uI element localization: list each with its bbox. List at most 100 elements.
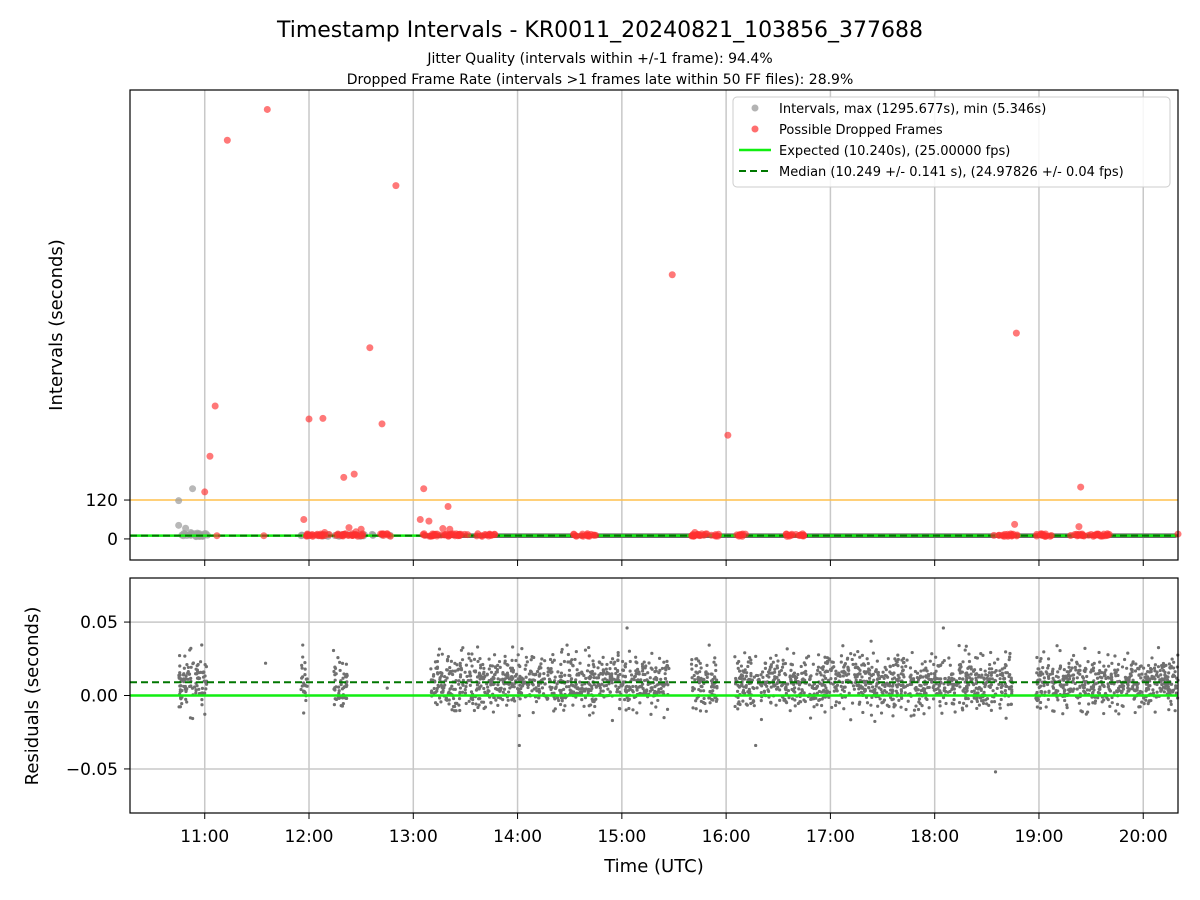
residual-point bbox=[1120, 689, 1124, 693]
residual-point bbox=[470, 664, 474, 668]
residual-point bbox=[998, 669, 1002, 673]
residual-point bbox=[839, 654, 844, 658]
residual-point bbox=[715, 684, 719, 689]
residual-point bbox=[1067, 670, 1071, 674]
residual-point bbox=[917, 700, 921, 704]
dropped-frame-point bbox=[799, 531, 807, 539]
residual-point bbox=[1146, 663, 1151, 668]
residual-point bbox=[194, 691, 198, 695]
residual-point bbox=[177, 705, 181, 709]
legend-box bbox=[732, 96, 1171, 188]
residual-point bbox=[1174, 684, 1178, 688]
residual-point bbox=[344, 662, 349, 666]
residual-point bbox=[938, 700, 942, 704]
residual-point bbox=[450, 708, 454, 712]
residual-point bbox=[862, 689, 867, 693]
residual-point bbox=[463, 691, 468, 695]
dropped-frame-point bbox=[439, 525, 447, 533]
residual-point bbox=[1096, 672, 1100, 676]
residual-point bbox=[494, 698, 498, 702]
residual-point bbox=[591, 711, 595, 715]
residual-point bbox=[337, 685, 341, 689]
residual-point bbox=[878, 697, 882, 701]
residual-point bbox=[517, 713, 521, 718]
residual-point bbox=[852, 653, 857, 657]
x-tick-label: 14:00 bbox=[493, 827, 542, 847]
residual-point bbox=[200, 686, 205, 690]
residual-point bbox=[512, 685, 516, 689]
residual-point bbox=[995, 674, 999, 678]
residual-point bbox=[566, 660, 570, 664]
residual-point bbox=[556, 670, 560, 674]
residual-point bbox=[1035, 698, 1039, 703]
dropped-frame-point bbox=[1075, 523, 1083, 531]
residual-point bbox=[1130, 670, 1134, 674]
residual-point bbox=[621, 682, 625, 687]
residual-point bbox=[527, 683, 531, 687]
residual-point bbox=[610, 718, 615, 723]
residual-point bbox=[995, 686, 999, 690]
residual-point bbox=[889, 671, 893, 676]
residual-point bbox=[855, 674, 859, 679]
residual-point bbox=[562, 659, 567, 664]
residual-point bbox=[1038, 700, 1043, 705]
residual-point bbox=[185, 663, 189, 667]
residual-point bbox=[616, 651, 620, 655]
residual-point bbox=[1086, 710, 1090, 714]
residual-point bbox=[628, 685, 632, 690]
dropped-frame-point bbox=[1087, 530, 1095, 538]
residual-point bbox=[300, 684, 304, 688]
residual-point bbox=[873, 669, 878, 674]
residual-point bbox=[1170, 657, 1174, 661]
residual-point bbox=[957, 663, 962, 667]
residual-point bbox=[929, 672, 933, 676]
residual-point bbox=[640, 664, 645, 669]
residual-point bbox=[1004, 684, 1008, 688]
residual-point bbox=[442, 674, 447, 679]
residual-point bbox=[920, 704, 924, 708]
residual-point bbox=[1035, 705, 1039, 709]
residual-point bbox=[983, 682, 988, 687]
residual-point bbox=[584, 676, 588, 681]
dropped-frame-point bbox=[305, 415, 313, 423]
residual-point bbox=[182, 679, 186, 684]
residual-point bbox=[904, 707, 908, 712]
residual-point bbox=[818, 670, 822, 675]
residual-point bbox=[593, 672, 597, 676]
residual-point bbox=[989, 708, 993, 712]
residual-point bbox=[965, 704, 969, 708]
residual-point bbox=[901, 668, 905, 672]
residual-point bbox=[916, 677, 921, 682]
residual-point bbox=[692, 687, 696, 691]
residual-point bbox=[1087, 702, 1091, 706]
residual-point bbox=[550, 660, 554, 664]
residual-point bbox=[652, 691, 656, 695]
residual-point bbox=[920, 662, 924, 666]
residual-point bbox=[543, 682, 547, 686]
residual-point bbox=[487, 657, 491, 661]
residual-point bbox=[577, 691, 581, 695]
residual-point bbox=[535, 669, 540, 674]
residual-point bbox=[808, 716, 813, 720]
residual-point bbox=[1120, 665, 1125, 669]
residual-point bbox=[869, 639, 873, 643]
residual-point bbox=[772, 683, 776, 687]
normal-interval-point bbox=[175, 521, 183, 529]
residual-point bbox=[902, 675, 906, 679]
residual-point bbox=[1003, 689, 1007, 693]
residual-point bbox=[876, 670, 880, 675]
residual-point bbox=[969, 672, 973, 676]
residual-point bbox=[745, 703, 749, 707]
residual-point bbox=[876, 673, 881, 677]
residual-point bbox=[980, 699, 984, 703]
residual-point bbox=[642, 678, 647, 683]
residual-point bbox=[301, 655, 305, 659]
residual-point bbox=[635, 686, 639, 690]
dropped-frame-point bbox=[1080, 532, 1088, 540]
residual-point bbox=[1005, 671, 1009, 675]
dropped-frame-point bbox=[446, 525, 454, 533]
residual-point bbox=[850, 657, 854, 662]
residual-point bbox=[1139, 676, 1143, 680]
residual-point bbox=[1050, 669, 1055, 673]
residual-point bbox=[559, 688, 564, 693]
